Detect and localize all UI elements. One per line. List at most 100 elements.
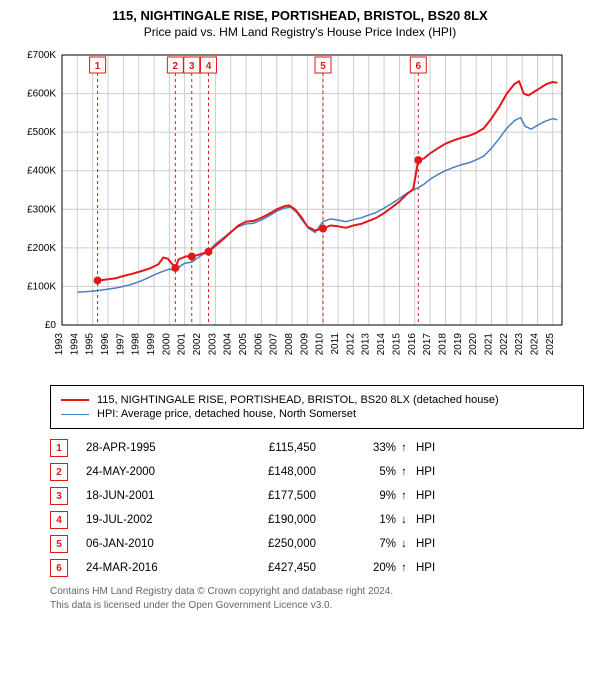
svg-text:2016: 2016 <box>407 333 418 356</box>
svg-text:2006: 2006 <box>253 333 264 356</box>
svg-text:1: 1 <box>95 61 101 72</box>
sale-price: £115,450 <box>216 442 346 454</box>
arrow-up-icon: ↑ <box>396 562 412 574</box>
hpi-label: HPI <box>412 490 456 502</box>
svg-text:2: 2 <box>173 61 179 72</box>
sale-date: 18-JUN-2001 <box>86 490 216 502</box>
arrow-up-icon: ↑ <box>396 466 412 478</box>
svg-text:1999: 1999 <box>146 333 157 356</box>
sale-price: £427,450 <box>216 562 346 574</box>
svg-text:2004: 2004 <box>223 333 234 356</box>
sale-marker-badge: 3 <box>50 487 68 505</box>
svg-text:2020: 2020 <box>468 333 479 356</box>
svg-text:£200K: £200K <box>27 243 56 254</box>
sale-date: 06-JAN-2010 <box>86 538 216 550</box>
sale-marker-badge: 1 <box>50 439 68 457</box>
hpi-label: HPI <box>412 538 456 550</box>
legend-label: HPI: Average price, detached house, Nort… <box>97 408 356 420</box>
svg-text:2019: 2019 <box>453 333 464 356</box>
sale-marker-badge: 4 <box>50 511 68 529</box>
svg-text:£600K: £600K <box>27 89 56 100</box>
svg-text:2008: 2008 <box>284 333 295 356</box>
svg-text:2007: 2007 <box>269 333 280 356</box>
chart-title: 115, NIGHTINGALE RISE, PORTISHEAD, BRIST… <box>10 8 590 23</box>
sale-pct: 9% <box>346 490 396 502</box>
svg-text:£400K: £400K <box>27 166 56 177</box>
sales-row: 5 06-JAN-2010£250,0007%↓HPI <box>50 535 584 553</box>
svg-text:£500K: £500K <box>27 127 56 138</box>
svg-text:£0: £0 <box>45 320 57 331</box>
sales-row: 2 24-MAY-2000£148,0005%↑HPI <box>50 463 584 481</box>
svg-text:2000: 2000 <box>161 333 172 356</box>
svg-text:2009: 2009 <box>299 333 310 356</box>
legend-row: 115, NIGHTINGALE RISE, PORTISHEAD, BRIST… <box>61 394 573 406</box>
chart-legend: 115, NIGHTINGALE RISE, PORTISHEAD, BRIST… <box>50 385 584 429</box>
svg-text:2014: 2014 <box>376 333 387 356</box>
legend-label: 115, NIGHTINGALE RISE, PORTISHEAD, BRIST… <box>97 394 499 406</box>
svg-text:£700K: £700K <box>27 50 56 61</box>
svg-text:1996: 1996 <box>100 333 111 356</box>
svg-text:2001: 2001 <box>177 333 188 356</box>
svg-text:£100K: £100K <box>27 281 56 292</box>
sale-price: £250,000 <box>216 538 346 550</box>
sale-date: 28-APR-1995 <box>86 442 216 454</box>
arrow-down-icon: ↓ <box>396 538 412 550</box>
sale-price: £177,500 <box>216 490 346 502</box>
svg-text:2012: 2012 <box>345 333 356 356</box>
sales-row: 3 18-JUN-2001£177,5009%↑HPI <box>50 487 584 505</box>
svg-text:1993: 1993 <box>54 333 65 356</box>
hpi-label: HPI <box>412 466 456 478</box>
hpi-label: HPI <box>412 514 456 526</box>
footer-line-1: Contains HM Land Registry data © Crown c… <box>50 585 584 599</box>
svg-text:1994: 1994 <box>69 333 80 356</box>
svg-text:2003: 2003 <box>207 333 218 356</box>
sale-marker-badge: 2 <box>50 463 68 481</box>
svg-text:2021: 2021 <box>483 333 494 356</box>
svg-text:2024: 2024 <box>529 333 540 356</box>
sale-marker-badge: 5 <box>50 535 68 553</box>
svg-text:3: 3 <box>189 61 195 72</box>
svg-text:2025: 2025 <box>545 333 556 356</box>
sale-price: £148,000 <box>216 466 346 478</box>
svg-text:4: 4 <box>206 61 212 72</box>
svg-text:2005: 2005 <box>238 333 249 356</box>
legend-swatch <box>61 399 89 401</box>
svg-text:2002: 2002 <box>192 333 203 356</box>
svg-text:1995: 1995 <box>85 333 96 356</box>
svg-text:2023: 2023 <box>514 333 525 356</box>
hpi-label: HPI <box>412 562 456 574</box>
sales-row: 4 19-JUL-2002£190,0001%↓HPI <box>50 511 584 529</box>
sales-table: 128-APR-1995£115,45033%↑HPI224-MAY-2000£… <box>50 439 584 577</box>
arrow-up-icon: ↑ <box>396 490 412 502</box>
sale-pct: 5% <box>346 466 396 478</box>
svg-text:1997: 1997 <box>115 333 126 356</box>
svg-text:2015: 2015 <box>391 333 402 356</box>
sale-date: 24-MAR-2016 <box>86 562 216 574</box>
sale-date: 19-JUL-2002 <box>86 514 216 526</box>
arrow-down-icon: ↓ <box>396 514 412 526</box>
legend-row: HPI: Average price, detached house, Nort… <box>61 408 573 420</box>
svg-text:2022: 2022 <box>499 333 510 356</box>
sale-marker-badge: 6 <box>50 559 68 577</box>
sales-row: 6 24-MAR-2016£427,45020%↑HPI <box>50 559 584 577</box>
svg-text:2017: 2017 <box>422 333 433 356</box>
sale-pct: 1% <box>346 514 396 526</box>
sale-pct: 20% <box>346 562 396 574</box>
svg-text:£300K: £300K <box>27 204 56 215</box>
sale-pct: 7% <box>346 538 396 550</box>
svg-text:2018: 2018 <box>437 333 448 356</box>
arrow-up-icon: ↑ <box>396 442 412 454</box>
sale-date: 24-MAY-2000 <box>86 466 216 478</box>
svg-text:6: 6 <box>416 61 422 72</box>
svg-text:2010: 2010 <box>315 333 326 356</box>
legend-swatch <box>61 414 89 415</box>
sale-price: £190,000 <box>216 514 346 526</box>
sales-row: 1 28-APR-1995£115,45033%↑HPI <box>50 439 584 457</box>
svg-text:5: 5 <box>320 61 326 72</box>
hpi-label: HPI <box>412 442 456 454</box>
price-chart: £0 £100K £200K £300K £400K £500K £600K £700K 199… <box>10 45 590 375</box>
footer-line-2: This data is licensed under the Open Gov… <box>50 599 584 613</box>
svg-text:2011: 2011 <box>330 333 341 355</box>
sale-pct: 33% <box>346 442 396 454</box>
svg-text:2013: 2013 <box>361 333 372 356</box>
